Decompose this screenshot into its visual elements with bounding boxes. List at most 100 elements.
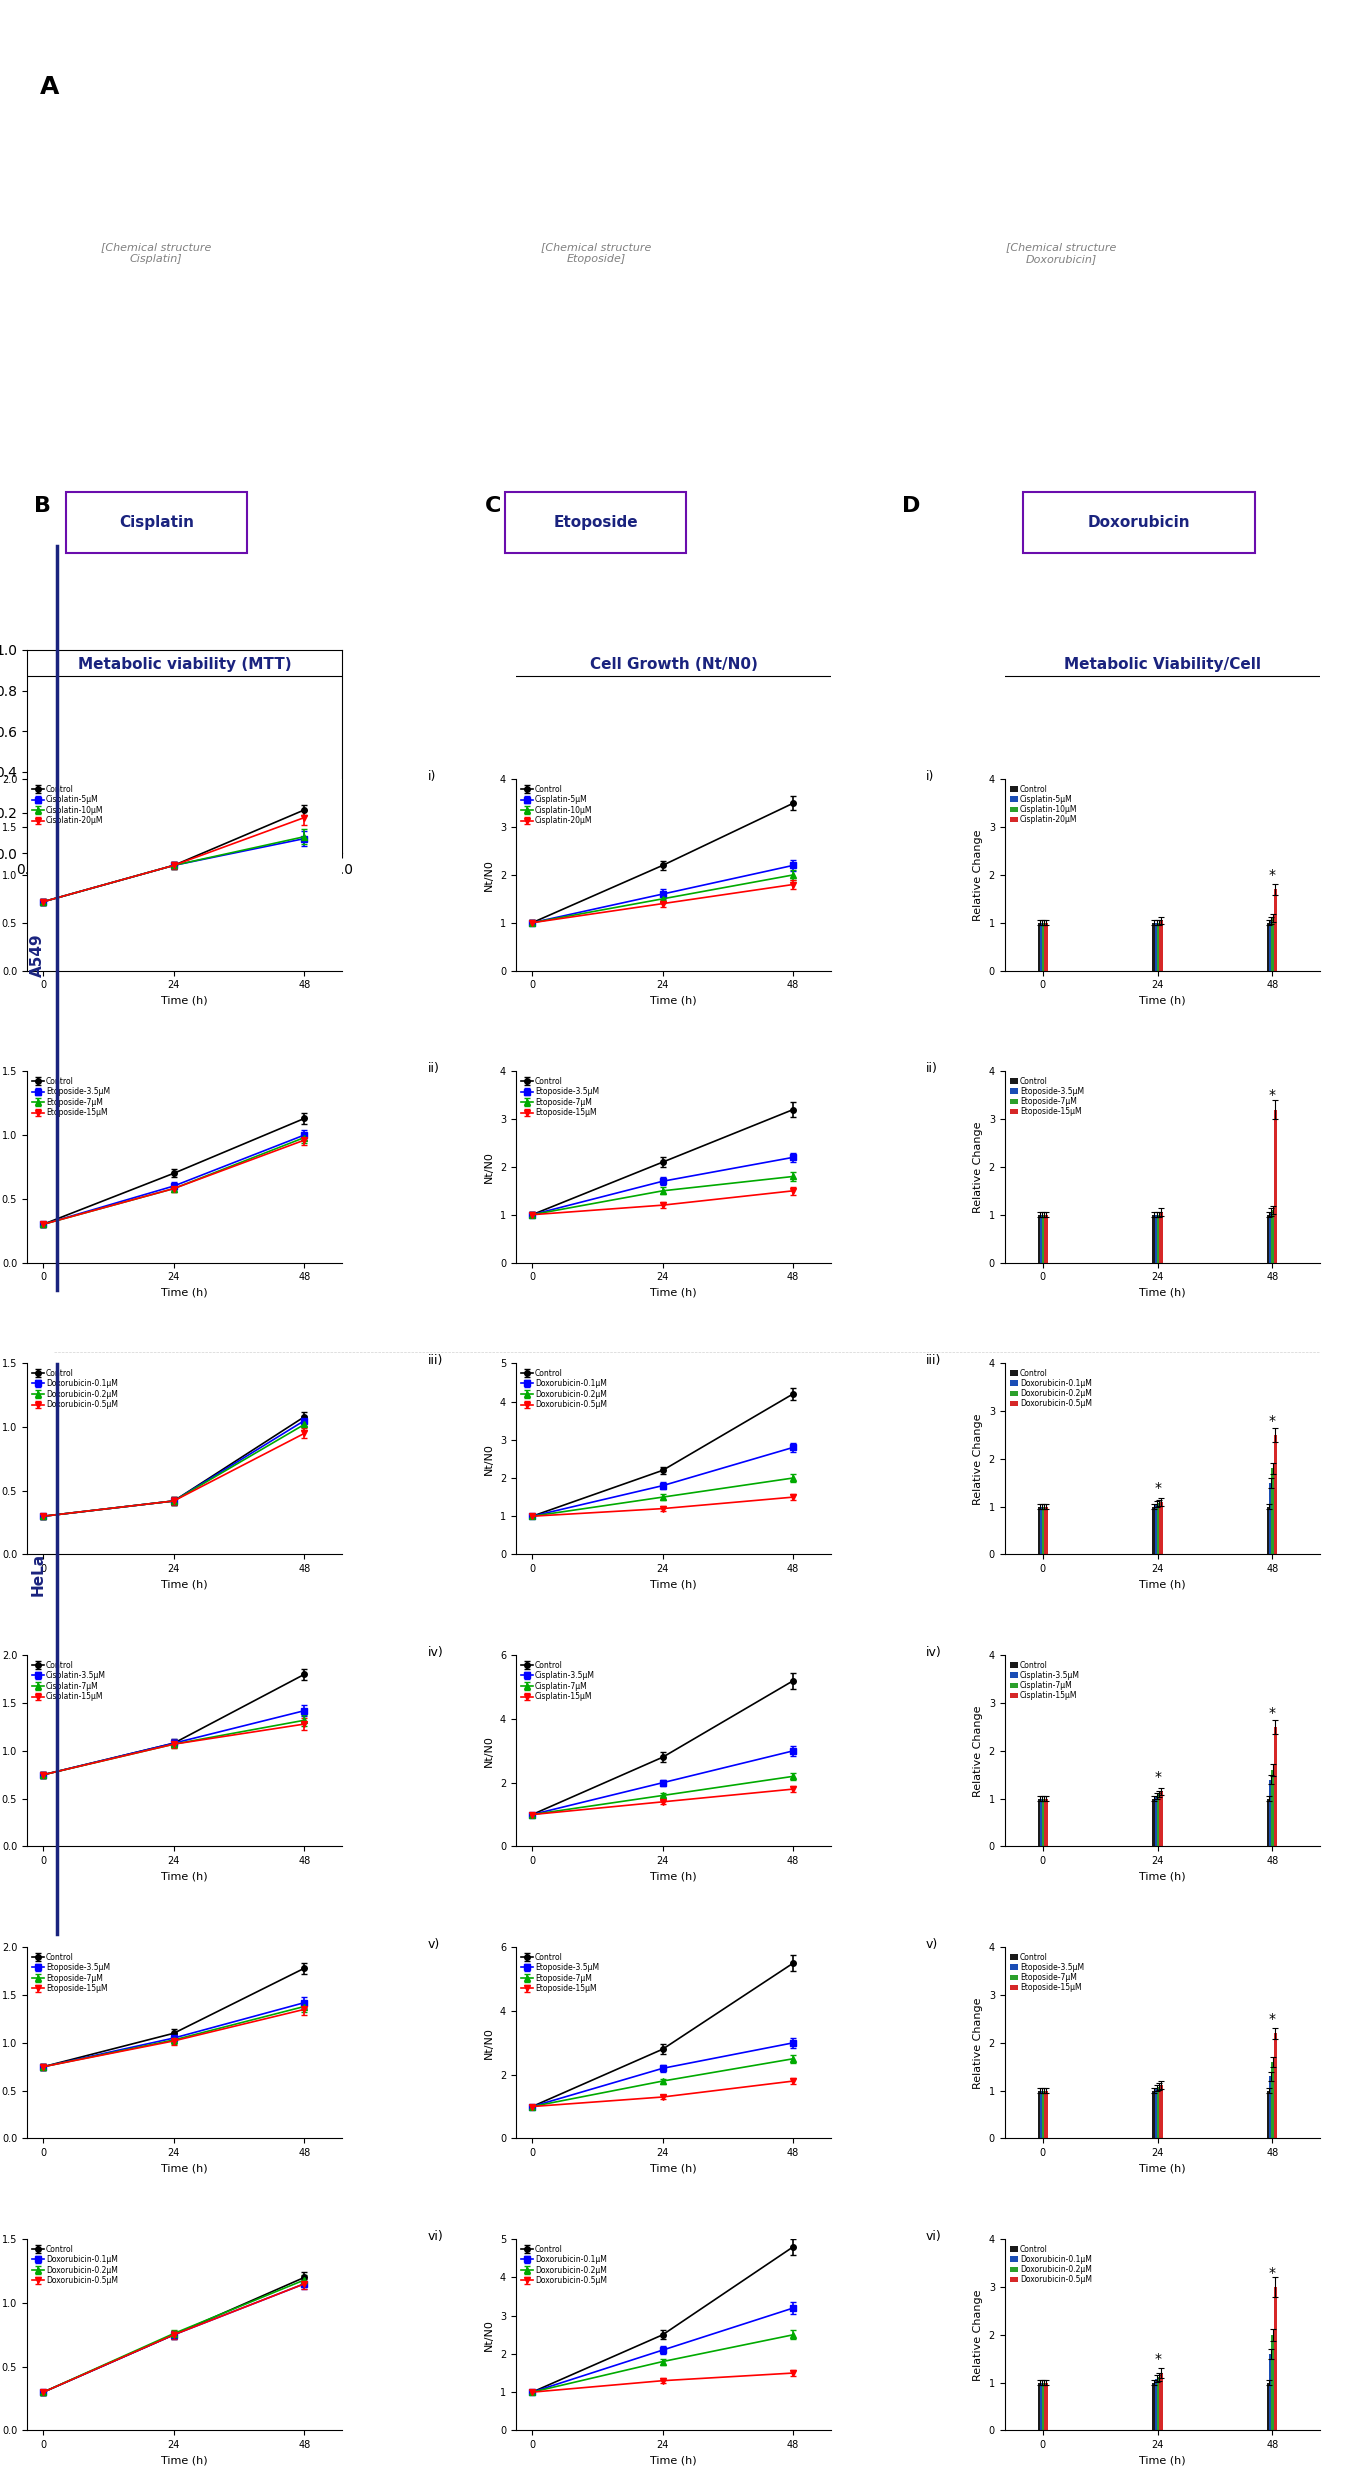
Bar <box>1040 2091 1044 2138</box>
Text: Cell Growth (Nt/N0): Cell Growth (Nt/N0) <box>590 657 757 672</box>
Bar <box>1153 2091 1156 2138</box>
Bar <box>1273 2287 1277 2430</box>
Text: Metabolic viability (MTT): Metabolic viability (MTT) <box>78 657 291 672</box>
Bar <box>1153 1215 1156 1262</box>
Bar <box>1158 1503 1162 1555</box>
Y-axis label: Nt/N0: Nt/N0 <box>485 858 494 890</box>
Y-axis label: Nt/N0: Nt/N0 <box>485 1443 494 1476</box>
Legend: Control, Etoposide-3.5μM, Etoposide-7μM, Etoposide-15μM: Control, Etoposide-3.5μM, Etoposide-7μM,… <box>520 1076 601 1118</box>
Bar <box>1158 1791 1162 1848</box>
Bar <box>1272 2334 1276 2430</box>
Text: i): i) <box>925 769 935 784</box>
Text: Metabolic Viability/Cell: Metabolic Viability/Cell <box>1064 657 1261 672</box>
Bar <box>1273 1726 1277 1848</box>
Bar <box>1040 923 1044 970</box>
Legend: Control, Etoposide-3.5μM, Etoposide-7μM, Etoposide-15μM: Control, Etoposide-3.5μM, Etoposide-7μM,… <box>1009 1076 1086 1118</box>
Bar <box>1272 1468 1276 1555</box>
Bar <box>1037 2091 1041 2138</box>
X-axis label: Time (h): Time (h) <box>162 2455 207 2465</box>
Bar <box>1044 923 1048 970</box>
Text: *: * <box>1269 2267 1276 2279</box>
Text: vi): vi) <box>427 2230 443 2242</box>
Bar <box>1044 1215 1048 1262</box>
Bar <box>1044 2383 1048 2430</box>
Bar <box>1044 1798 1048 1848</box>
Text: C: C <box>485 496 501 516</box>
Bar <box>1269 920 1273 970</box>
Y-axis label: Relative Change: Relative Change <box>973 1121 983 1213</box>
Text: [Chemical structure
Etoposide]: [Chemical structure Etoposide] <box>540 243 651 263</box>
X-axis label: Time (h): Time (h) <box>162 2163 207 2172</box>
Bar <box>1037 1215 1041 1262</box>
Legend: Control, Etoposide-3.5μM, Etoposide-7μM, Etoposide-15μM: Control, Etoposide-3.5μM, Etoposide-7μM,… <box>1009 1952 1086 1994</box>
Text: *: * <box>1269 1089 1276 1104</box>
Bar <box>1154 2378 1158 2430</box>
Legend: Control, Etoposide-3.5μM, Etoposide-7μM, Etoposide-15μM: Control, Etoposide-3.5μM, Etoposide-7μM,… <box>520 1952 601 1994</box>
Bar <box>1269 2354 1273 2430</box>
Legend: Control, Cisplatin-5μM, Cisplatin-10μM, Cisplatin-20μM: Control, Cisplatin-5μM, Cisplatin-10μM, … <box>31 784 105 826</box>
Text: v): v) <box>925 1937 938 1952</box>
Bar <box>1043 2091 1045 2138</box>
Bar <box>1158 1213 1162 1262</box>
Bar <box>1157 2086 1161 2138</box>
X-axis label: Time (h): Time (h) <box>1140 997 1185 1007</box>
Bar <box>1043 2383 1045 2430</box>
Text: HeLa: HeLa <box>30 1552 46 1597</box>
X-axis label: Time (h): Time (h) <box>651 1287 696 1297</box>
FancyBboxPatch shape <box>66 491 247 553</box>
Bar <box>1040 1508 1044 1555</box>
Text: Doxorubicin: Doxorubicin <box>1088 516 1191 531</box>
Y-axis label: Nt/N0: Nt/N0 <box>485 1736 494 1766</box>
X-axis label: Time (h): Time (h) <box>162 1872 207 1882</box>
Legend: Control, Doxorubicin-0.1μM, Doxorubicin-0.2μM, Doxorubicin-0.5μM: Control, Doxorubicin-0.1μM, Doxorubicin-… <box>520 1366 609 1411</box>
Y-axis label: Nt/N0: Nt/N0 <box>485 2026 494 2058</box>
Text: v): v) <box>427 1937 439 1952</box>
Text: ii): ii) <box>925 1061 938 1074</box>
Bar <box>1269 1781 1273 1848</box>
X-axis label: Time (h): Time (h) <box>1140 1287 1185 1297</box>
Bar <box>1269 1213 1273 1262</box>
X-axis label: Time (h): Time (h) <box>162 997 207 1007</box>
Bar <box>1273 1436 1277 1555</box>
FancyBboxPatch shape <box>1022 491 1255 553</box>
Text: *: * <box>1154 1481 1161 1495</box>
Legend: Control, Doxorubicin-0.1μM, Doxorubicin-0.2μM, Doxorubicin-0.5μM: Control, Doxorubicin-0.1μM, Doxorubicin-… <box>1009 2242 1094 2287</box>
X-axis label: Time (h): Time (h) <box>1140 2455 1185 2465</box>
X-axis label: Time (h): Time (h) <box>651 2163 696 2172</box>
Bar <box>1037 923 1041 970</box>
Bar <box>1158 2086 1162 2138</box>
Bar <box>1157 2376 1161 2430</box>
Bar <box>1154 1505 1158 1555</box>
Bar <box>1154 1796 1158 1848</box>
Bar <box>1157 923 1161 970</box>
Bar <box>1268 1798 1272 1848</box>
Bar <box>1268 1508 1272 1555</box>
X-axis label: Time (h): Time (h) <box>162 1287 207 1297</box>
Legend: Control, Doxorubicin-0.1μM, Doxorubicin-0.2μM, Doxorubicin-0.5μM: Control, Doxorubicin-0.1μM, Doxorubicin-… <box>1009 1366 1094 1409</box>
X-axis label: Time (h): Time (h) <box>651 2455 696 2465</box>
Legend: Control, Cisplatin-5μM, Cisplatin-10μM, Cisplatin-20μM: Control, Cisplatin-5μM, Cisplatin-10μM, … <box>520 784 594 826</box>
Y-axis label: Relative Change: Relative Change <box>973 1996 983 2088</box>
Bar <box>1268 1215 1272 1262</box>
Text: ii): ii) <box>427 1061 439 1074</box>
Legend: Control, Cisplatin-3.5μM, Cisplatin-7μM, Cisplatin-15μM: Control, Cisplatin-3.5μM, Cisplatin-7μM,… <box>1009 1659 1082 1701</box>
Legend: Control, Doxorubicin-0.1μM, Doxorubicin-0.2μM, Doxorubicin-0.5μM: Control, Doxorubicin-0.1μM, Doxorubicin-… <box>31 2242 120 2287</box>
Legend: Control, Cisplatin-5μM, Cisplatin-10μM, Cisplatin-20μM: Control, Cisplatin-5μM, Cisplatin-10μM, … <box>1009 784 1079 826</box>
Text: [Chemical structure
Doxorubicin]: [Chemical structure Doxorubicin] <box>1006 243 1117 263</box>
Text: *: * <box>1154 2351 1161 2366</box>
Bar <box>1157 1503 1161 1555</box>
Bar <box>1157 1793 1161 1848</box>
Text: i): i) <box>427 769 436 784</box>
Text: *: * <box>1269 868 1276 883</box>
Bar <box>1153 1798 1156 1848</box>
Text: *: * <box>1269 1706 1276 1719</box>
Text: Etoposide: Etoposide <box>554 516 638 531</box>
FancyBboxPatch shape <box>505 491 687 553</box>
X-axis label: Time (h): Time (h) <box>651 1580 696 1590</box>
Legend: Control, Cisplatin-3.5μM, Cisplatin-7μM, Cisplatin-15μM: Control, Cisplatin-3.5μM, Cisplatin-7μM,… <box>31 1659 108 1704</box>
Bar <box>1044 1508 1048 1555</box>
Bar <box>1043 1215 1045 1262</box>
X-axis label: Time (h): Time (h) <box>1140 1872 1185 1882</box>
Text: A: A <box>40 74 59 99</box>
Text: B: B <box>34 496 51 516</box>
